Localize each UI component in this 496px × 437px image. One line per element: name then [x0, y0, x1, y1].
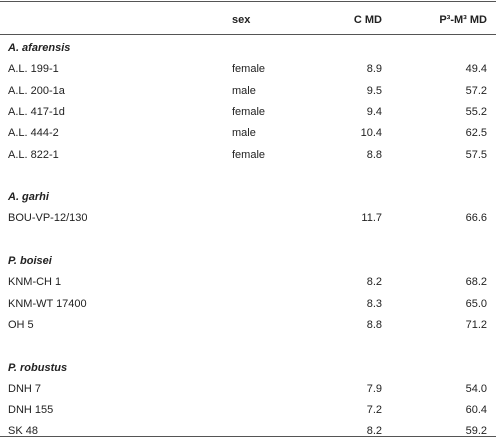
- p3-m3-md-cell: 65.0: [465, 297, 487, 310]
- specimen-cell: KNM-CH 1: [8, 276, 62, 289]
- p3-m3-md-cell: 59.2: [465, 425, 487, 437]
- sex-cell: female: [232, 63, 266, 76]
- c-md-cell: 11.7: [361, 212, 382, 225]
- header-rule: [0, 34, 496, 35]
- c-md-cell: 8.2: [366, 276, 382, 289]
- p3-m3-md-cell: 62.5: [465, 127, 487, 140]
- group-name: P. boisei: [8, 255, 52, 267]
- specimen-cell: BOU-VP-12/130: [8, 212, 88, 225]
- p3-m3-md-cell: 55.2: [465, 105, 487, 118]
- c-md-cell: 8.9: [366, 63, 382, 76]
- sex-cell: female: [232, 105, 266, 118]
- p3-m3-md-cell: 57.2: [465, 84, 487, 97]
- specimen-cell: A.L. 200-1a: [8, 84, 65, 97]
- p3-m3-md-cell: 49.4: [465, 63, 487, 76]
- c-md-cell: 8.2: [366, 425, 382, 437]
- p3-m3-md-cell: 60.4: [465, 404, 487, 417]
- c-md-cell: 10.4: [360, 127, 382, 140]
- column-header: C MD: [353, 14, 382, 26]
- specimen-cell: A.L. 199-1: [8, 63, 59, 76]
- specimen-cell: DNH 155: [8, 404, 54, 417]
- column-header: P³-M³ MD: [439, 14, 487, 26]
- p3-m3-md-cell: 54.0: [465, 382, 487, 395]
- c-md-cell: 8.8: [366, 318, 382, 331]
- column-header: sex: [232, 14, 251, 26]
- specimen-cell: A.L. 444-2: [8, 127, 59, 140]
- c-md-cell: 9.5: [366, 84, 382, 97]
- p3-m3-md-cell: 57.5: [465, 148, 487, 161]
- top-rule: [0, 1, 496, 2]
- c-md-cell: 7.9: [366, 382, 382, 395]
- specimen-cell: OH 5: [8, 318, 34, 331]
- c-md-cell: 8.8: [366, 148, 382, 161]
- sex-cell: male: [232, 84, 256, 97]
- specimen-cell: DNH 7: [8, 382, 42, 395]
- sex-cell: female: [232, 148, 266, 161]
- specimen-cell: KNM-WT 17400: [8, 297, 87, 310]
- group-name: A. garhi: [8, 191, 49, 204]
- c-md-cell: 8.3: [366, 297, 382, 310]
- p3-m3-md-cell: 68.2: [465, 276, 487, 289]
- c-md-cell: 7.2: [366, 404, 382, 417]
- p3-m3-md-cell: 71.2: [465, 318, 487, 331]
- specimen-cell: SK 48: [8, 425, 38, 437]
- group-name: P. robustus: [8, 361, 68, 374]
- group-name: A. afarensis: [8, 42, 71, 54]
- specimen-cell: A.L. 822-1: [8, 148, 59, 161]
- c-md-cell: 9.4: [366, 105, 382, 118]
- p3-m3-md-cell: 66.6: [465, 212, 487, 225]
- sex-cell: male: [232, 127, 256, 140]
- specimen-cell: A.L. 417-1d: [8, 105, 65, 118]
